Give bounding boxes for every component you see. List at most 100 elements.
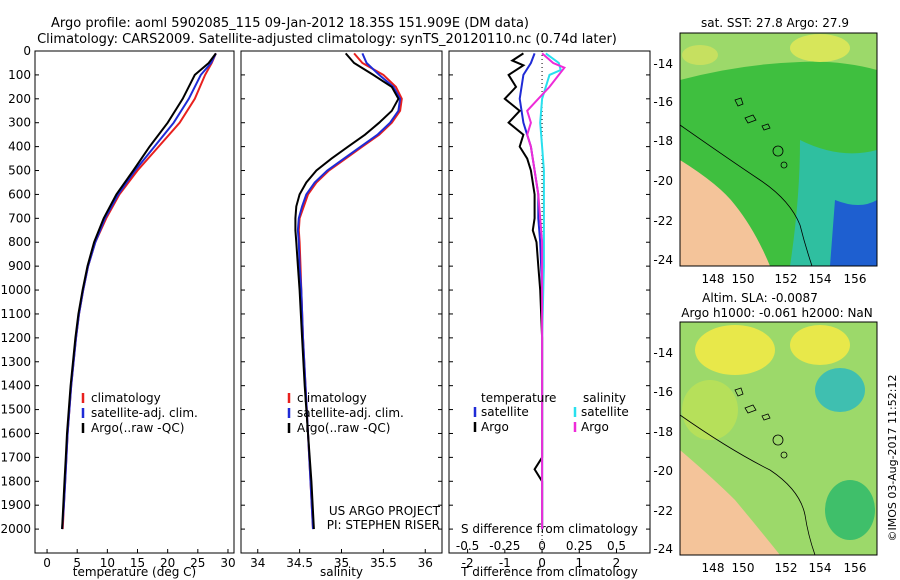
sla-lon-tick: 148 <box>702 561 725 575</box>
difference-plot-area <box>448 50 651 554</box>
sla-lat-tick: -22 <box>653 504 673 518</box>
legend-label: satellite-adj. clim. <box>91 406 198 420</box>
legend-label: climatology <box>297 391 367 405</box>
figure-title-line2: Climatology: CARS2009. Satellite-adjuste… <box>37 32 617 47</box>
x-tick-label: 35.5 <box>370 556 397 570</box>
s-tick-label: -0.25 <box>489 539 520 553</box>
s-tick-label: -0.5 <box>456 539 479 553</box>
sla-lat-tick: -14 <box>653 346 673 360</box>
sla-lon-tick: 150 <box>732 561 755 575</box>
depth-tick-label: 500 <box>8 164 31 178</box>
salinity-plot-area <box>240 50 443 554</box>
sst-map <box>679 32 878 267</box>
sla-lat-tick: -18 <box>653 425 673 439</box>
legend-label: Argo <box>481 420 509 434</box>
depth-tick-label: 1600 <box>0 426 31 440</box>
depth-tick-label: 1400 <box>0 379 31 393</box>
x-tick-label: -1 <box>499 556 511 570</box>
legend-label: Argo(..raw -QC) <box>91 421 184 435</box>
sst-lon-tick: 148 <box>702 272 725 286</box>
x-tick-label: 36 <box>418 556 433 570</box>
sst-lon-tick: 154 <box>809 272 832 286</box>
credit-text: ©IMOS 03-Aug-2017 11:52:12 <box>886 375 899 542</box>
legend-title-temperature: temperature <box>481 391 556 405</box>
depth-tick-label: 0 <box>23 44 31 58</box>
depth-tick-label: 100 <box>8 68 31 82</box>
depth-tick-label: 400 <box>8 140 31 154</box>
legend-label: Argo <box>581 420 609 434</box>
x-tick-label: 20 <box>160 556 175 570</box>
depth-tick-label: 900 <box>8 259 31 273</box>
depth-tick-label: 1200 <box>0 331 31 345</box>
figure-title-line1: Argo profile: aoml 5902085_115 09-Jan-20… <box>51 16 529 31</box>
sst-map-title: sat. SST: 27.8 Argo: 27.9 <box>701 16 849 30</box>
s-tick-label: 0 <box>538 539 546 553</box>
legend-label: Argo(..raw -QC) <box>297 421 390 435</box>
depth-tick-label: 1000 <box>0 283 31 297</box>
legend-label: climatology <box>91 391 161 405</box>
x-tick-label: 30 <box>220 556 235 570</box>
x-tick-label: 25 <box>190 556 205 570</box>
depth-tick-label: 800 <box>8 235 31 249</box>
salinity-series-argo <box>294 52 400 530</box>
depth-tick-label: 1300 <box>0 355 31 369</box>
temperature-series-argo <box>61 52 217 530</box>
difference-series-salinity-argo <box>526 52 566 530</box>
sst-lon-tick: 152 <box>775 272 798 286</box>
s-tick-label: 0.5 <box>607 539 626 553</box>
depth-tick-label: 200 <box>8 92 31 106</box>
sst-lat-tick: -22 <box>653 214 673 228</box>
sla-lat-tick: -16 <box>653 385 673 399</box>
depth-tick-label: 1500 <box>0 403 31 417</box>
x-tick-label: -2 <box>462 556 474 570</box>
salinity-panel: 34 34.5 35 35.5 36 salinity climatologysatelli… <box>240 50 443 579</box>
temperature-panel: 0100200300400500600700800900100011001200… <box>0 44 235 579</box>
depth-tick-label: 2000 <box>0 522 31 536</box>
x-tick-label: 5 <box>73 556 81 570</box>
sst-lon-tick: 156 <box>844 272 867 286</box>
x-tick-label: 0 <box>43 556 51 570</box>
sla-lat-tick: -20 <box>653 464 673 478</box>
depth-tick-label: 700 <box>8 211 31 225</box>
sst-lat-tick: -20 <box>653 174 673 188</box>
x-tick-label: 15 <box>130 556 145 570</box>
sla-map <box>679 321 878 556</box>
legend-title-salinity: salinity <box>583 391 626 405</box>
project-annotation: US ARGO PROJECT <box>329 504 441 518</box>
sst-lat-tick: -18 <box>653 134 673 148</box>
depth-tick-label: 1700 <box>0 450 31 464</box>
sla-lat-tick: -24 <box>653 542 673 556</box>
sla-lon-tick: 156 <box>844 561 867 575</box>
sla-lon-tick: 152 <box>775 561 798 575</box>
s-tick-label: 0.25 <box>566 539 593 553</box>
depth-tick-label: 300 <box>8 116 31 130</box>
x-tick-label: 10 <box>100 556 115 570</box>
legend-label: satellite <box>481 405 529 419</box>
x-tick-label: 0 <box>538 556 546 570</box>
x-tick-label: 34.5 <box>286 556 313 570</box>
sst-lat-tick: -14 <box>653 57 673 71</box>
legend-label: satellite <box>581 405 629 419</box>
x-tick-label: 2 <box>613 556 621 570</box>
temperature-plot-area <box>34 50 235 554</box>
depth-tick-label: 1800 <box>0 474 31 488</box>
x-tick-label: 1 <box>575 556 583 570</box>
depth-tick-label: 1900 <box>0 498 31 512</box>
difference-x-axis-label: T difference from climatology <box>460 565 638 579</box>
difference-panel: -2 -1 0 1 2T difference from climatology -0.5… <box>448 50 651 579</box>
sst-lat-tick: -24 <box>653 253 673 267</box>
salinity-x-axis-label: salinity <box>320 565 363 579</box>
x-tick-label: 34 <box>250 556 265 570</box>
legend-label: satellite-adj. clim. <box>297 406 404 420</box>
temperature-x-axis-label: temperature (deg C) <box>73 565 196 579</box>
project-annotation: PI: STEPHEN RISER <box>327 518 440 532</box>
sla-lon-tick: 154 <box>809 561 832 575</box>
depth-tick-label: 600 <box>8 187 31 201</box>
x-tick-label: 35 <box>334 556 349 570</box>
sst-lon-tick: 150 <box>732 272 755 286</box>
depth-tick-label: 1100 <box>0 307 31 321</box>
sla-map-title-line1: Altim. SLA: -0.0087 <box>702 291 818 305</box>
sla-map-title-line2: Argo h1000: -0.061 h2000: NaN <box>681 306 873 320</box>
sst-lat-tick: -16 <box>653 95 673 109</box>
